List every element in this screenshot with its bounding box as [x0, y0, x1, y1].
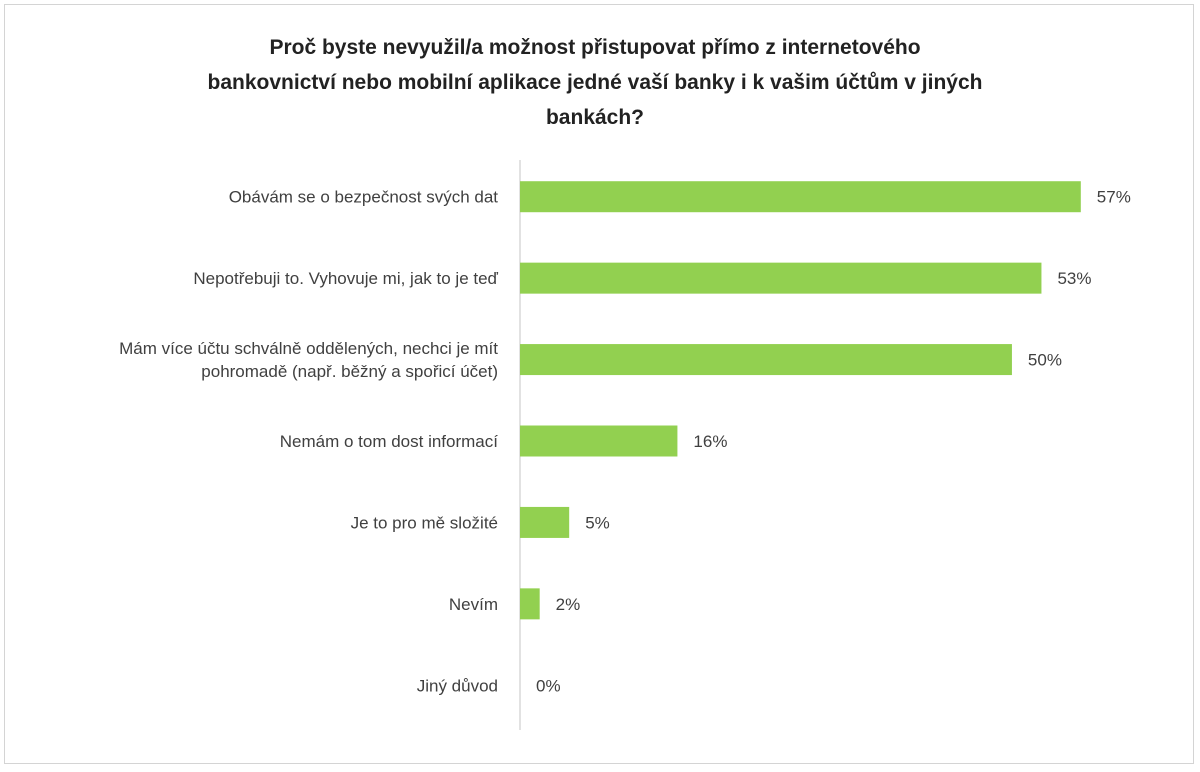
- bar: [520, 588, 540, 620]
- value-label: 57%: [1097, 188, 1131, 207]
- category-label: Je to pro mě složité: [351, 513, 498, 532]
- chart-title-line-1: Proč byste nevyužil/a možnost přistupova…: [269, 36, 921, 59]
- bar: [520, 506, 570, 538]
- category-label: Nepotřebuji to. Vyhovuje mi, jak to je t…: [193, 269, 498, 288]
- bar: [520, 344, 1012, 376]
- category-label: Mám více účtu schválně oddělených, nechc…: [119, 339, 498, 381]
- category-label: Nemám o tom dost informací: [280, 432, 499, 451]
- chart-title-line-3: bankách?: [545, 106, 645, 129]
- category-label: Jiný důvod: [417, 676, 498, 695]
- category-label: Nevím: [449, 595, 498, 614]
- value-label: 50%: [1028, 351, 1062, 370]
- chart-title-line-2: bankovnictví nebo mobilní aplikace jedné…: [207, 71, 983, 94]
- value-label: 16%: [693, 432, 727, 451]
- bar: [520, 262, 1042, 294]
- value-label: 5%: [585, 513, 610, 532]
- chart-frame: [4, 4, 1194, 764]
- value-label: 0%: [536, 676, 561, 695]
- bar: [520, 425, 678, 457]
- bar: [520, 181, 1081, 213]
- chart-title: Proč byste nevyužil/a možnost přistupova…: [100, 30, 1090, 135]
- category-label: Obávám se o bezpečnost svých dat: [229, 188, 499, 207]
- value-label: 53%: [1057, 269, 1091, 288]
- value-label: 2%: [556, 595, 581, 614]
